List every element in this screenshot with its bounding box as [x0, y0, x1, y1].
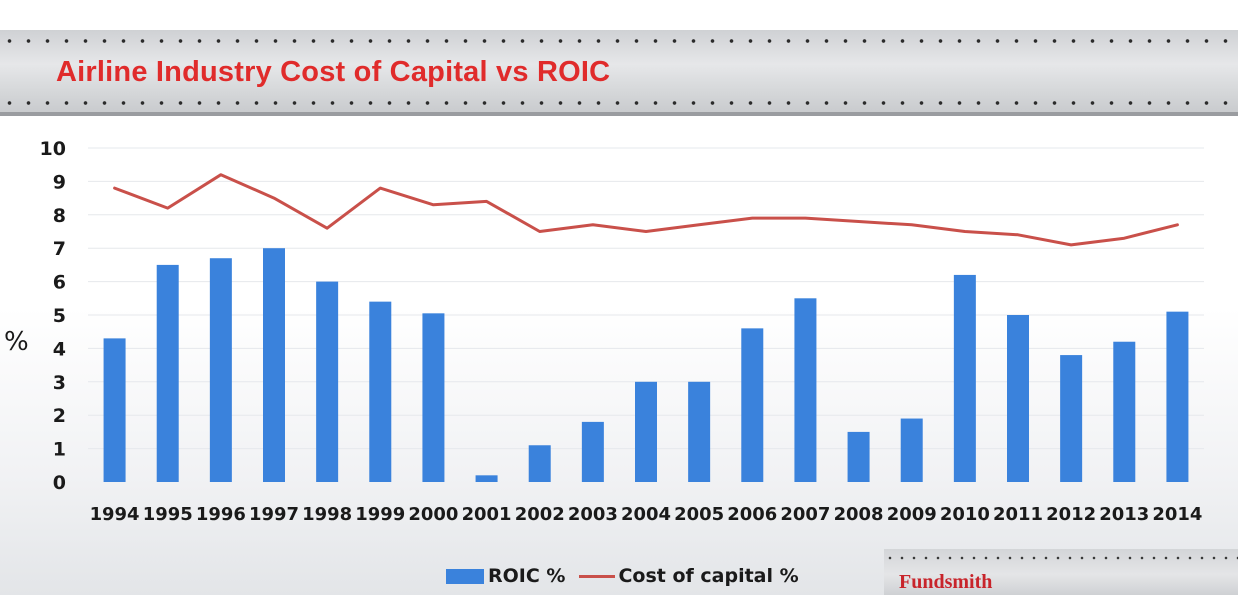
- y-tick-label: 7: [53, 238, 66, 260]
- x-tick-label: 2010: [940, 504, 990, 525]
- roic-bar-2001: [475, 475, 498, 482]
- y-tick-label: 6: [53, 272, 66, 294]
- y-tick-label: 10: [40, 138, 66, 160]
- roic-bar-2002: [528, 445, 551, 482]
- roic-bar-2007: [794, 298, 817, 482]
- legend-swatch-cost-of-capital: [579, 574, 616, 578]
- x-tick-label: 2009: [887, 504, 937, 525]
- roic-bar-1997: [263, 248, 285, 482]
- chart-legend: ROIC % Cost of capital %: [446, 564, 799, 588]
- x-tick-label: 2011: [993, 504, 1043, 525]
- page-title: Airline Industry Cost of Capital vs ROIC: [56, 56, 611, 88]
- roic-bar-2012: [1060, 355, 1083, 482]
- legend-swatch-roic: [446, 568, 484, 584]
- x-tick-label: 1994: [90, 504, 140, 525]
- y-tick-label: 3: [53, 372, 66, 394]
- roic-bar-2003: [581, 421, 604, 482]
- roic-bar-1994: [103, 338, 126, 482]
- x-tick-label: 1999: [355, 504, 405, 525]
- roic-bar-2006: [741, 328, 764, 482]
- legend-label-cost-of-capital: Cost of capital %: [618, 565, 799, 587]
- x-tick-label: 1996: [196, 504, 246, 525]
- x-tick-label: 2001: [462, 504, 512, 525]
- x-tick-label: 1995: [143, 504, 193, 525]
- banner-edge: [0, 112, 1238, 116]
- x-tick-label: 2008: [834, 504, 884, 525]
- roic-bar-2014: [1166, 311, 1189, 482]
- title-banner: Airline Industry Cost of Capital vs ROIC: [0, 30, 1238, 116]
- roic-bar-1995: [156, 264, 179, 482]
- roic-bar-2004: [635, 381, 657, 482]
- cost-of-capital-line: [113, 173, 1179, 247]
- x-tick-label: 2013: [1099, 504, 1149, 525]
- y-axis-label: %: [4, 327, 29, 357]
- x-tick-label: 2005: [674, 504, 724, 525]
- roic-bar-2011: [1007, 315, 1029, 482]
- x-axis-ticks: 1994 1995 1996 1997 1998 1999 2000 2001 2002 2003…: [90, 504, 1203, 525]
- brand-name: Fundsmith: [899, 571, 993, 593]
- roic-bar-2005: [688, 381, 711, 482]
- roic-bar-2013: [1113, 341, 1136, 482]
- x-tick-label: 2003: [568, 504, 618, 525]
- legend-label-roic: ROIC %: [488, 565, 566, 587]
- y-tick-label: 8: [53, 205, 66, 227]
- x-tick-label: 2002: [515, 504, 565, 525]
- x-tick-label: 1998: [302, 504, 352, 525]
- y-tick-label: 9: [53, 171, 66, 193]
- roic-bar-2010: [953, 274, 976, 482]
- x-tick-label: 2014: [1152, 504, 1202, 525]
- roic-bar-2009: [900, 418, 923, 482]
- roic-bar-1999: [369, 301, 392, 482]
- cost-of-capital-series-line: [113, 173, 1179, 247]
- x-tick-label: 2006: [727, 504, 777, 525]
- x-tick-label: 2007: [780, 504, 830, 525]
- banner-stitching-top: [0, 38, 1238, 44]
- x-tick-label: 2004: [621, 504, 671, 525]
- y-axis-ticks: 0 1 2 3 4 5 6 7 8 9 10: [40, 138, 66, 494]
- y-tick-label: 2: [53, 405, 66, 427]
- banner-stitching-bottom: [0, 100, 1238, 106]
- y-tick-label: 5: [53, 305, 66, 327]
- roic-bar-1996: [209, 258, 232, 482]
- y-tick-label: 0: [53, 472, 66, 494]
- roic-bars: [103, 248, 1189, 482]
- y-tick-label: 4: [53, 338, 66, 360]
- x-tick-label: 2012: [1046, 504, 1096, 525]
- roic-bar-1998: [316, 281, 339, 482]
- roic-bar-2000: [422, 313, 445, 482]
- x-tick-label: 2000: [408, 504, 458, 525]
- y-tick-label: 1: [53, 439, 66, 461]
- plot-background: [0, 116, 1238, 595]
- brand-badge: Fundsmith: [884, 549, 1238, 595]
- brand-stitching: [884, 556, 1238, 560]
- x-tick-label: 1997: [249, 504, 299, 525]
- roic-bar-2008: [847, 431, 870, 482]
